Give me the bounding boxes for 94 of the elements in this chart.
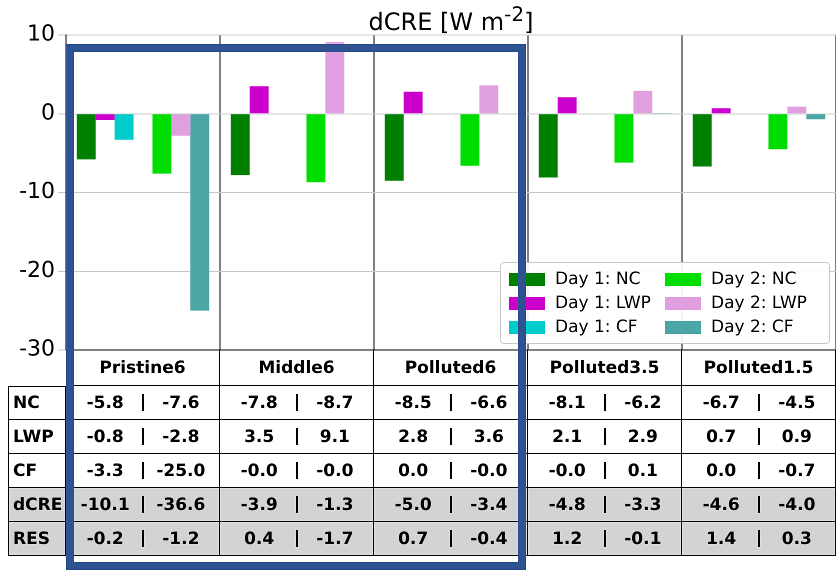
text: -4.0: [778, 495, 816, 515]
legend-label: Day 1: NC: [555, 269, 641, 289]
text: dCRE: [8, 488, 66, 522]
text: -0.4: [470, 529, 508, 549]
legend-label: Day 1: LWP: [555, 293, 651, 313]
bar: [384, 114, 404, 181]
text: -4.6: [702, 495, 740, 515]
text: 0.7: [398, 529, 428, 549]
text: 0.7: [706, 427, 736, 447]
text: -1.2: [162, 529, 200, 549]
text: -3.9: [240, 495, 278, 515]
x-tick-label: Pristine6: [66, 350, 220, 386]
text: 0.4: [244, 529, 274, 549]
text: -7.6: [162, 393, 200, 413]
bar: [538, 114, 558, 178]
text: -0.1: [624, 529, 662, 549]
bar: [114, 114, 134, 140]
text: -8.5: [394, 393, 432, 413]
text: -4.5: [778, 393, 816, 413]
bar: [558, 97, 577, 114]
legend-label: Day 2: NC: [711, 269, 797, 289]
text: -0.7: [778, 461, 816, 481]
text: -6.2: [624, 393, 662, 413]
text: -0.8: [86, 427, 124, 447]
bar: [806, 114, 826, 120]
y-tick-label: -30: [19, 336, 55, 362]
bar: [250, 86, 269, 114]
bar: [633, 90, 652, 114]
y-tick-label: 10: [27, 22, 55, 47]
bar: [614, 114, 634, 163]
legend-label: Day 2: LWP: [711, 293, 807, 313]
text: -0.0: [316, 461, 354, 481]
bar: [152, 114, 172, 174]
bar: [190, 114, 210, 311]
bar: [712, 108, 731, 114]
text: -6.7: [702, 393, 740, 413]
y-tick-label: -10: [19, 179, 55, 204]
x-tick-label: Middle6: [220, 350, 374, 386]
text: -6.6: [470, 393, 508, 413]
text: 0.1: [628, 461, 658, 481]
text: -3.4: [470, 495, 508, 515]
text: -8.1: [548, 393, 586, 413]
text: -2.8: [162, 427, 200, 447]
text: -25.0: [156, 461, 206, 481]
text: 2.9: [628, 427, 658, 447]
text: -0.0: [548, 461, 586, 481]
bar: [787, 106, 806, 114]
text: RES: [8, 522, 66, 556]
text: 1.2: [552, 529, 582, 549]
text: 0.9: [782, 427, 812, 447]
text: -1.3: [316, 495, 354, 515]
bar: [404, 92, 423, 114]
text: 0.3: [782, 529, 812, 549]
bar: [306, 114, 326, 182]
bar: [76, 114, 96, 160]
y-tick-label: -20: [19, 258, 55, 283]
text: -0.0: [240, 461, 278, 481]
x-tick-label: Polluted3.5: [528, 350, 682, 386]
chart-title: dCRE [W m$^{-2}$]: [368, 2, 534, 36]
text: -5.0: [394, 495, 432, 515]
text: NC: [8, 386, 66, 420]
text: 0.0: [398, 461, 428, 481]
text: -10.1: [80, 495, 130, 515]
bar: [171, 114, 190, 136]
text: 0.0: [706, 461, 736, 481]
text: CF: [8, 454, 66, 488]
text: -0.2: [86, 529, 124, 549]
text: -5.8: [86, 393, 124, 413]
text: LWP: [8, 420, 66, 454]
bar: [692, 114, 712, 167]
text: -36.6: [156, 495, 206, 515]
text: -3.3: [624, 495, 662, 515]
text: 3.5: [244, 427, 274, 447]
x-tick-label: Polluted6: [374, 350, 528, 386]
bar: [768, 114, 788, 150]
legend-label: Day 2: CF: [711, 317, 794, 337]
text: -0.0: [470, 461, 508, 481]
text: -8.7: [316, 393, 354, 413]
text: 2.1: [552, 427, 582, 447]
bar: [96, 114, 115, 120]
bar: [479, 85, 498, 114]
text: 2.8: [398, 427, 428, 447]
bar: [460, 114, 480, 166]
text: 1.4: [706, 529, 736, 549]
text: -4.8: [548, 495, 586, 515]
text: 3.6: [474, 427, 504, 447]
text: 9.1: [320, 427, 350, 447]
text: -1.7: [316, 529, 354, 549]
text: -7.8: [240, 393, 278, 413]
text: -3.3: [86, 461, 124, 481]
bar: [230, 114, 250, 176]
x-tick-label: Polluted1.5: [682, 350, 836, 386]
legend-label: Day 1: CF: [555, 317, 638, 337]
y-tick-label: 0: [41, 100, 55, 126]
